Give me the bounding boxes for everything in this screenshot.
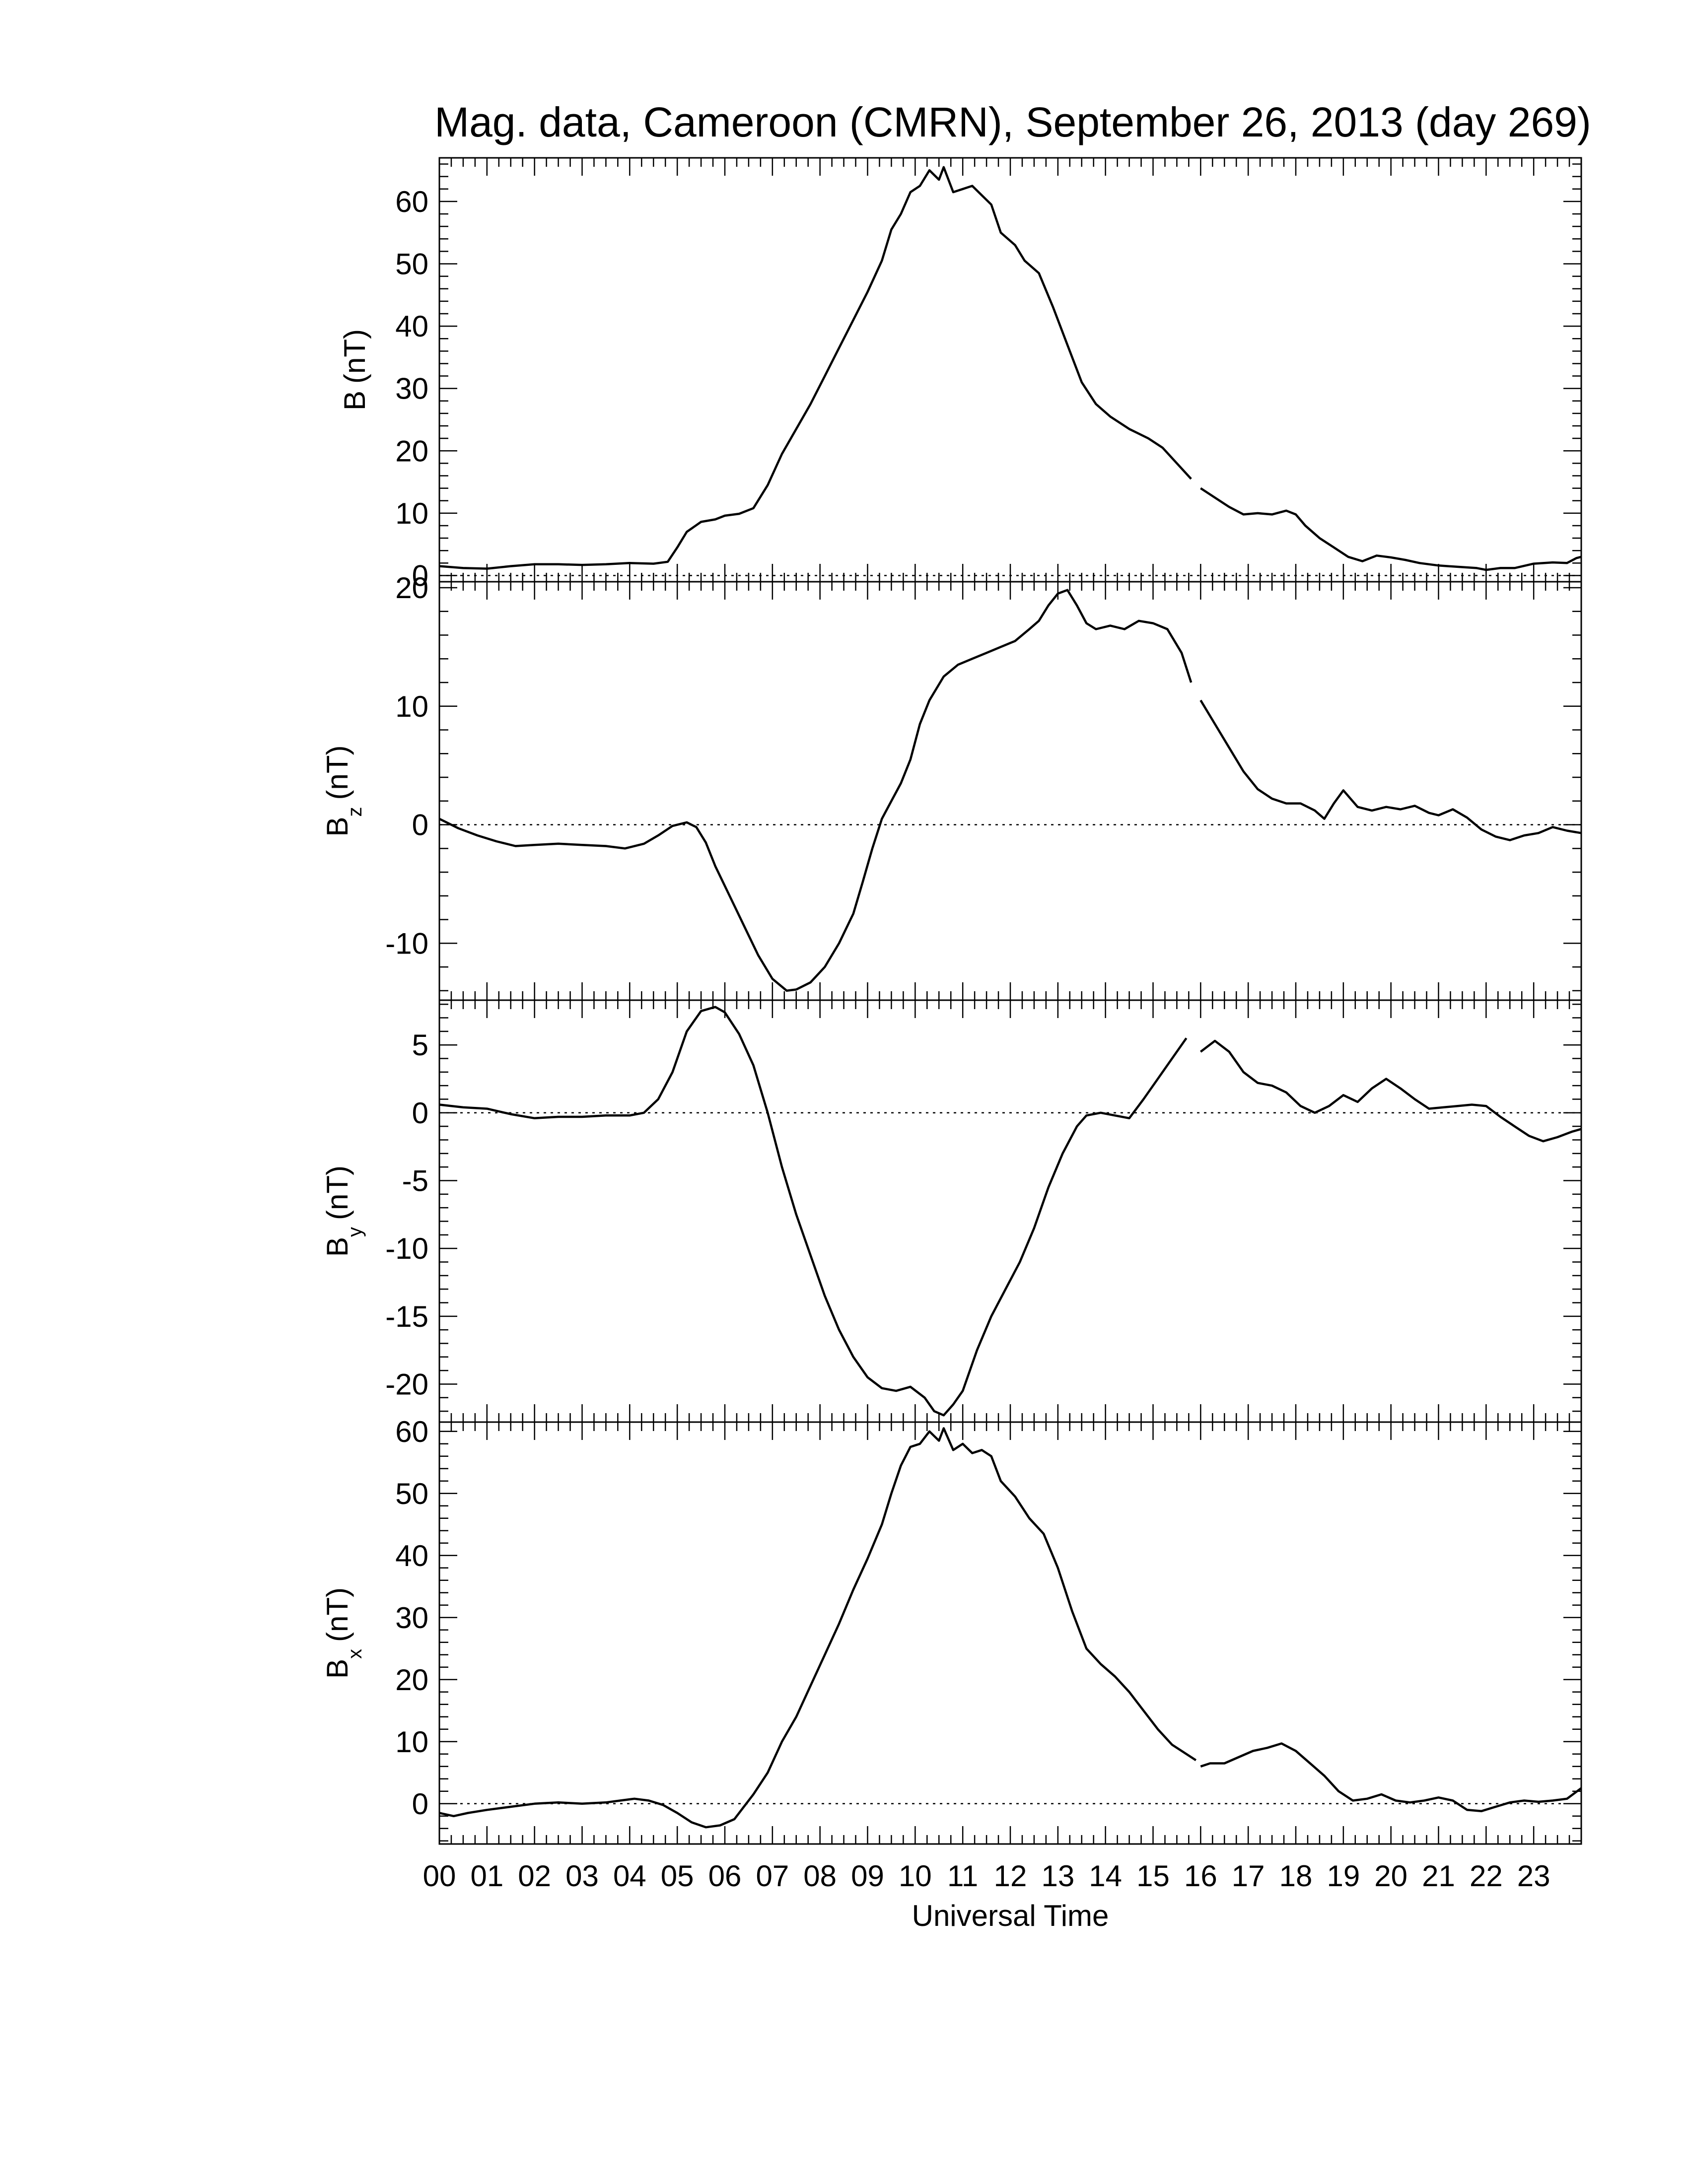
series-line-B-segment-1 bbox=[1200, 487, 1582, 571]
x-tick-label: 11 bbox=[947, 1859, 978, 1893]
panel-By: -20 -15 -10 -5 0 5 By (nT) bbox=[321, 999, 1582, 1423]
panel-B: 0 10 20 30 40 50 60 B (nT) bbox=[338, 157, 1582, 592]
y-tick-label: 10 bbox=[395, 497, 428, 530]
x-tick-label: 02 bbox=[518, 1859, 551, 1893]
y-tick-label: 0 bbox=[412, 809, 428, 842]
series-line-Bz-segment-0 bbox=[438, 589, 1193, 992]
x-tick-label: 00 bbox=[423, 1859, 456, 1893]
y-axis-label-main: B bbox=[338, 391, 371, 410]
x-tick-label: 07 bbox=[756, 1859, 789, 1893]
y-axis-label: B (nT) bbox=[338, 329, 371, 410]
y-tick-label: 30 bbox=[395, 1601, 428, 1635]
x-tick-label: 06 bbox=[708, 1859, 742, 1893]
y-axis-label-main: B bbox=[321, 817, 354, 836]
series-line-By-segment-0 bbox=[439, 1006, 1188, 1417]
x-tick-label: 21 bbox=[1422, 1859, 1455, 1893]
y-tick-label: -10 bbox=[385, 1232, 428, 1265]
series-line-By-segment-1 bbox=[1199, 1039, 1582, 1143]
chart-title: Mag. data, Cameroon (CMRN), September 26… bbox=[434, 99, 1591, 145]
x-tick-label: 01 bbox=[470, 1859, 503, 1893]
x-axis-label: Universal Time bbox=[912, 1899, 1109, 1932]
y-axis-label-subscript: x bbox=[344, 1649, 366, 1659]
y-axis-label-unit: (nT) bbox=[321, 1165, 354, 1220]
y-tick-label: 60 bbox=[395, 1415, 428, 1448]
y-tick-label: -20 bbox=[385, 1367, 428, 1401]
y-tick-label: 30 bbox=[395, 372, 428, 406]
y-tick-label: 10 bbox=[395, 1725, 428, 1759]
y-tick-label: 0 bbox=[412, 559, 428, 592]
x-tick-label: 10 bbox=[899, 1859, 932, 1893]
x-tick-label: 16 bbox=[1184, 1859, 1217, 1893]
y-tick-label: 20 bbox=[395, 434, 428, 468]
x-tick-label: 12 bbox=[994, 1859, 1027, 1893]
series-line-Bz-segment-1 bbox=[1199, 699, 1582, 841]
x-tick-label: 14 bbox=[1089, 1859, 1122, 1893]
x-tick-label: 19 bbox=[1327, 1859, 1360, 1893]
x-tick-label: 18 bbox=[1279, 1859, 1313, 1893]
x-tick-label: 05 bbox=[661, 1859, 694, 1893]
y-axis-label-subscript: y bbox=[344, 1227, 366, 1237]
x-tick-labels: 00 01 02 03 04 05 06 07 08 09 10 11 12 13 14 15 16 17 18 19… bbox=[423, 1859, 1550, 1893]
x-tick-label: 22 bbox=[1470, 1859, 1503, 1893]
y-tick-label: 0 bbox=[412, 1096, 428, 1130]
y-tick-label: 5 bbox=[412, 1028, 428, 1062]
y-tick-label: -10 bbox=[385, 927, 428, 960]
panel-frame bbox=[438, 1421, 1582, 1845]
y-tick-label: 60 bbox=[395, 185, 428, 218]
y-tick-label: -15 bbox=[385, 1300, 428, 1333]
y-tick-label: 40 bbox=[395, 1539, 428, 1572]
y-tick-label: 40 bbox=[395, 310, 428, 343]
y-axis-label-subscript: z bbox=[344, 807, 366, 817]
y-axis-label-main: B bbox=[321, 1237, 354, 1257]
x-tick-label: 04 bbox=[613, 1859, 646, 1893]
y-axis-label-unit: (nT) bbox=[321, 1587, 354, 1642]
y-axis-label-main: B bbox=[321, 1659, 354, 1679]
series-line-B-segment-0 bbox=[439, 166, 1192, 570]
y-tick-label: -5 bbox=[402, 1164, 428, 1198]
panel-frame bbox=[438, 581, 1582, 1001]
series-line-Bx-segment-1 bbox=[1200, 1742, 1582, 1813]
series-line-Bx-segment-0 bbox=[439, 1427, 1197, 1829]
y-tick-label: 10 bbox=[395, 690, 428, 723]
x-tick-label: 03 bbox=[565, 1859, 599, 1893]
y-axis-label: Bx (nT) bbox=[321, 1587, 366, 1679]
y-tick-label: 50 bbox=[395, 248, 428, 281]
y-axis-label: Bz (nT) bbox=[321, 745, 366, 836]
x-tick-label: 20 bbox=[1374, 1859, 1407, 1893]
panel-Bz: -10 0 10 20 Bz (nT) bbox=[321, 571, 1582, 1001]
y-axis-label: By (nT) bbox=[321, 1165, 366, 1257]
x-tick-label: 23 bbox=[1517, 1859, 1550, 1893]
x-tick-label: 15 bbox=[1136, 1859, 1170, 1893]
x-tick-label: 09 bbox=[851, 1859, 884, 1893]
y-axis-label-unit: (nT) bbox=[321, 745, 354, 800]
y-axis-label-unit: (nT) bbox=[338, 329, 371, 384]
y-tick-label: 20 bbox=[395, 1663, 428, 1697]
x-tick-label: 17 bbox=[1232, 1859, 1265, 1893]
y-tick-label: 50 bbox=[395, 1477, 428, 1510]
x-tick-label: 13 bbox=[1041, 1859, 1074, 1893]
panel-frame bbox=[438, 999, 1582, 1423]
panels-group: 0102030405060B(nT)-1001020Bz(nT)-20-15-1… bbox=[321, 157, 1582, 1845]
panel-frame bbox=[438, 157, 1582, 583]
x-tick-label: 08 bbox=[803, 1859, 837, 1893]
panel-Bx: 0 10 20 30 40 50 60 Bx (nT) bbox=[321, 1415, 1582, 1845]
y-tick-label: 20 bbox=[395, 571, 428, 605]
y-tick-label: 0 bbox=[412, 1787, 428, 1821]
